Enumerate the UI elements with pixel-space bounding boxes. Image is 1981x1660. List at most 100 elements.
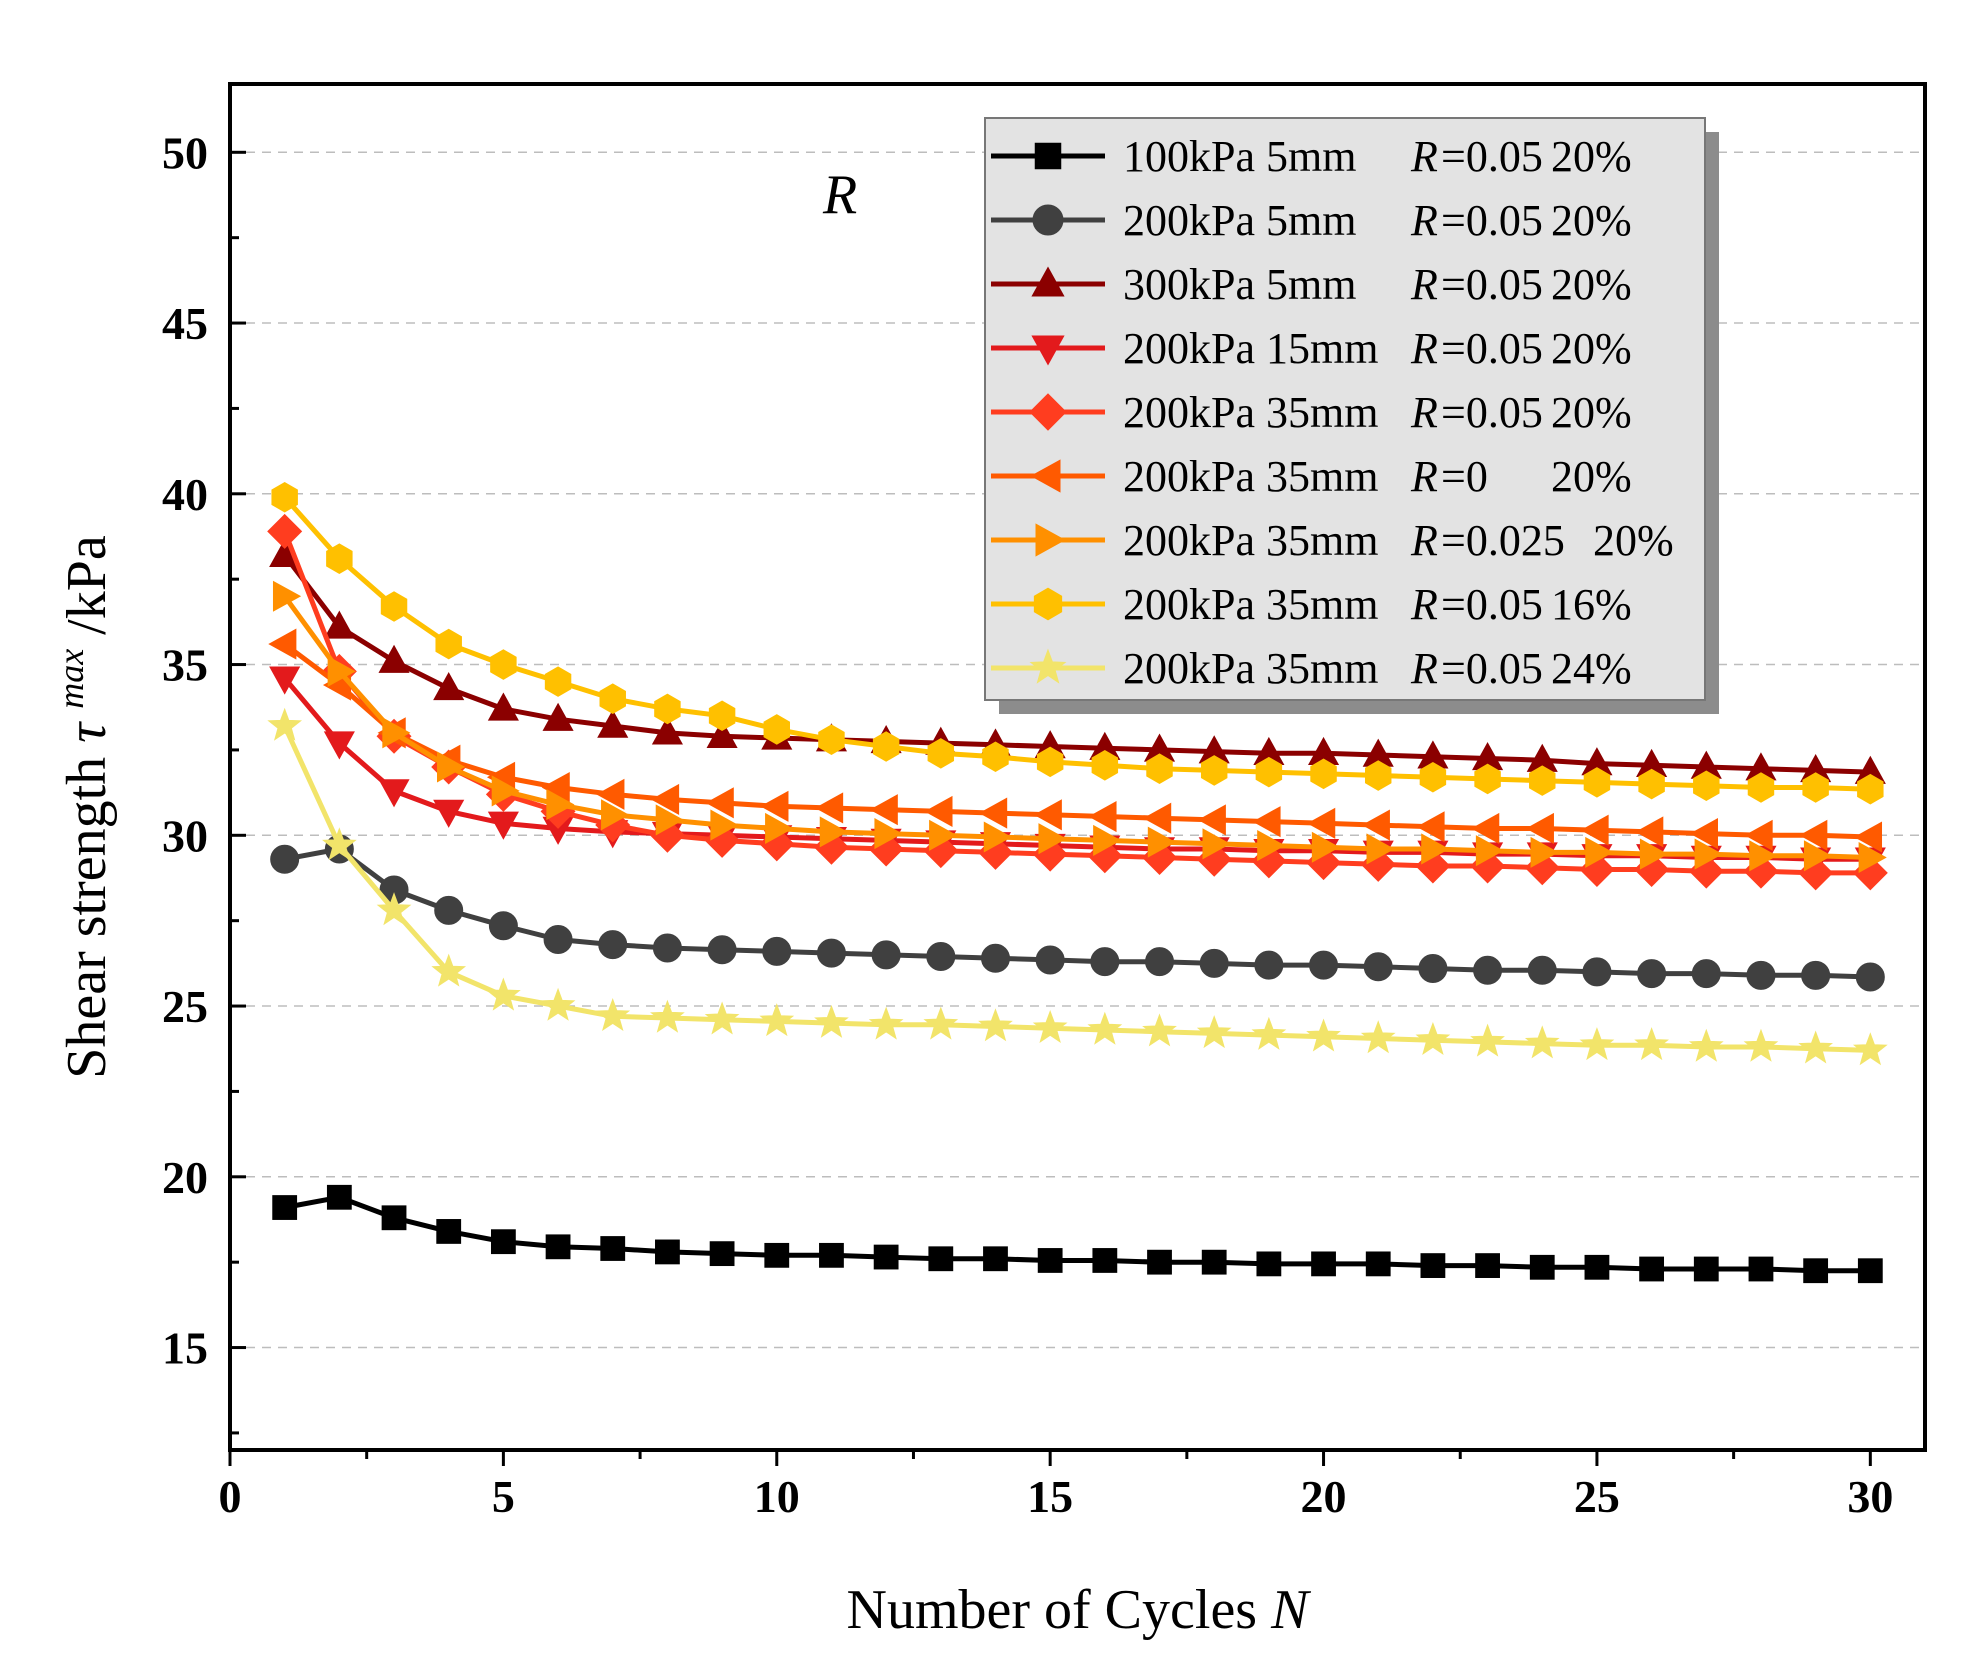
data-point (488, 911, 518, 941)
data-point (1365, 1251, 1391, 1277)
legend-item: 200kPa 35mm R =0.05 20% (991, 388, 1632, 437)
data-point (1363, 952, 1393, 982)
y-tick-label: 15 (162, 1323, 208, 1374)
data-point (819, 816, 848, 848)
series-2 (270, 834, 1885, 992)
legend-label-percent: 20% (1593, 516, 1674, 565)
data-point (1088, 800, 1117, 833)
data-point (1254, 950, 1284, 980)
data-point (816, 938, 846, 968)
data-point (270, 844, 300, 874)
legend-label-main: 100kPa 5mm (1123, 132, 1356, 181)
x-tick-label: 0 (219, 1471, 242, 1522)
series-line (282, 724, 1871, 1053)
data-point (595, 998, 631, 1032)
data-point (654, 693, 681, 725)
data-point (1145, 947, 1175, 977)
data-point (874, 818, 903, 850)
data-point (1364, 760, 1392, 791)
y-axis-title-text: Shear strength (56, 757, 118, 1079)
x-axis-title: Number of Cycles N (847, 1579, 1312, 1641)
data-point (759, 1003, 795, 1037)
data-point (704, 1001, 740, 1035)
data-point (978, 1008, 1013, 1042)
legend-label-rvalue: =0.025 (1441, 516, 1565, 565)
legend-marker (1035, 523, 1066, 557)
legend-marker (1031, 266, 1065, 297)
data-point (1749, 840, 1778, 872)
data-point (1421, 833, 1450, 865)
data-point (650, 783, 680, 815)
data-point (1857, 1258, 1883, 1284)
data-point (323, 731, 355, 760)
series-8 (271, 481, 1884, 805)
x-tick-label: 10 (754, 1471, 800, 1522)
data-point (1090, 947, 1120, 977)
data-point (1146, 753, 1173, 784)
data-point (378, 644, 410, 673)
legend-item: 200kPa 5mm R =0.05 20% (991, 196, 1632, 245)
data-point (707, 935, 737, 965)
y-axis-title-unit: /kPa (56, 535, 118, 635)
data-point (435, 628, 462, 660)
x-tick-label: 30 (1847, 1471, 1893, 1522)
data-point (545, 1234, 571, 1260)
data-point (544, 666, 572, 697)
data-point (490, 1229, 516, 1255)
data-point (1471, 812, 1500, 845)
data-point (868, 1006, 904, 1040)
legend-label-percent: 24% (1551, 644, 1632, 693)
data-point (1530, 836, 1559, 868)
data-point (872, 731, 900, 762)
data-point (326, 543, 353, 574)
legend-label-main: 200kPa 35mm (1123, 580, 1378, 629)
data-point (765, 812, 794, 845)
data-point (1475, 1253, 1500, 1278)
data-point (600, 1236, 626, 1261)
data-point (1202, 828, 1231, 860)
legend-label-percent: 20% (1551, 196, 1632, 245)
legend-marker (1031, 335, 1065, 366)
data-point (818, 724, 845, 755)
data-point (1147, 826, 1176, 858)
data-point (327, 655, 356, 687)
data-point (706, 719, 738, 748)
data-point (1744, 819, 1773, 851)
data-point (431, 953, 467, 987)
data-point (1251, 1016, 1287, 1050)
data-point (1311, 831, 1340, 863)
x-tick-label: 5 (492, 1471, 515, 1522)
data-point (1092, 1248, 1118, 1273)
data-point (599, 683, 626, 714)
y-axis-title-superscript: max (51, 649, 91, 709)
legend-label-rvalue: =0.05 (1441, 132, 1543, 181)
data-point (1473, 955, 1503, 985)
data-point (381, 1205, 407, 1231)
data-point (491, 775, 520, 807)
data-point (1748, 1256, 1774, 1282)
data-point (1579, 1027, 1615, 1061)
legend-label-main: 200kPa 35mm (1123, 516, 1378, 565)
series-9 (267, 707, 1888, 1066)
series-3 (269, 538, 1886, 784)
data-point (982, 741, 1009, 773)
data-point (1694, 838, 1723, 870)
data-point (1037, 1248, 1063, 1273)
data-point (651, 716, 683, 745)
legend-label-percent: 20% (1551, 132, 1632, 181)
x-tick-label: 25 (1574, 1471, 1620, 1522)
y-tick-label: 45 (162, 298, 208, 349)
legend-label-rvalue: =0 (1441, 452, 1488, 501)
data-point (1689, 818, 1718, 850)
data-point (267, 707, 303, 741)
legend-marker (1033, 587, 1063, 621)
data-point (705, 787, 734, 819)
data-point (655, 1239, 680, 1265)
data-point (1801, 960, 1831, 990)
legend-label-percent: 20% (1551, 452, 1632, 501)
data-point (1803, 840, 1833, 872)
data-point (983, 1246, 1008, 1272)
data-point (1582, 957, 1612, 987)
data-point (1858, 841, 1887, 874)
